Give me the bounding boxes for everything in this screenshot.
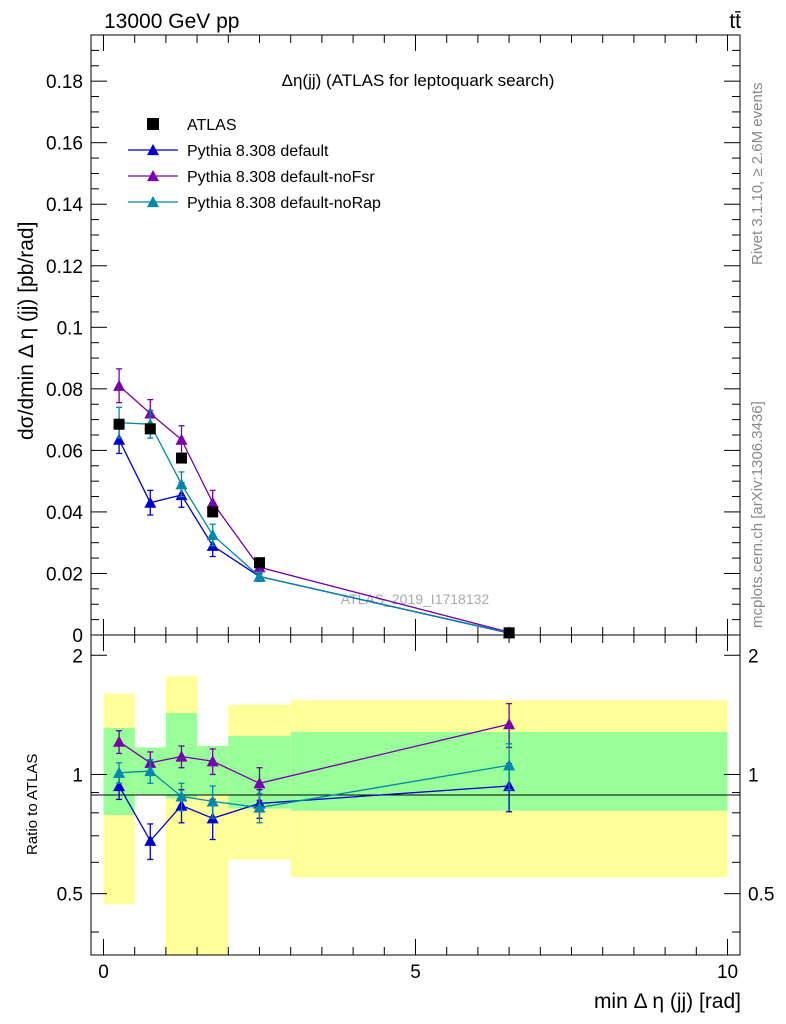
ratio-tick-label-right: 2 [748,646,759,667]
series-marker [175,433,188,445]
legend-marker [147,170,159,182]
y-tick-label: 0.1 [57,318,83,339]
ratio-series-line [119,764,510,809]
main-series [113,368,516,639]
ratio-marker [144,834,157,846]
ratio-panel: 0.5 0.5 1 1 2 2 0 5 10 Ratio to ATLAS min Δ η (… [24,35,774,1013]
legend-label: Pythia 8.308 default [187,143,329,160]
ratio-tick-label-right: 0.5 [748,885,774,906]
data-marker [253,557,265,569]
y-tick-label: 0.14 [46,195,83,216]
data-marker [144,423,156,435]
series-marker [253,570,266,582]
ratio-marker [175,750,188,762]
ratio-marker [503,759,516,771]
ratio-tick-label-left: 0.5 [57,885,83,906]
chart-title: Δη(jj) (ATLAS for leptoquark search) [282,71,555,90]
x-axis-label: min Δ η (jj) [rad] [594,990,741,1013]
data-marker [207,506,219,518]
x-tick-label: 5 [410,962,421,983]
ratio-frame [90,634,741,956]
legend: ATLAS Pythia 8.308 default Pythia 8.308 de… [128,117,381,212]
ratio-marker [206,795,219,807]
ratio-marker [253,801,266,813]
ratio-marker [206,755,219,767]
ratio-axis-label: Ratio to ATLAS [24,754,41,855]
ratio-marker [113,780,126,792]
series-marker [175,478,188,490]
y-tick-label: 0.12 [46,257,83,278]
y-tick-label: 0.08 [46,380,83,401]
main-panel: Δη(jj) (ATLAS for leptoquark search) ATL… [15,34,741,647]
ratio-marker [253,777,266,789]
y-tick-label: 0.06 [46,441,83,462]
legend-label: Pythia 8.308 default-noRap [187,195,381,212]
ratio-tick-label-left: 1 [72,765,83,786]
ratio-marker [113,766,126,778]
ratio-marker [503,718,516,730]
mcplots-label: mcplots.cern.ch [arXiv:1306.3436] [749,401,766,628]
series-marker [206,529,219,541]
y-tick-label: 0.16 [46,134,83,155]
series-marker [144,496,157,508]
ratio-marker [144,765,157,777]
x-tick-label: 0 [98,962,109,983]
ratio-y-ticks: 0.5 0.5 1 1 2 2 [57,646,774,933]
y-axis-label: dσ/dmin Δ η (jj) [pb/rad] [15,222,38,440]
data-marker [175,452,187,464]
y-tick-label: 0.02 [46,564,83,585]
series-marker [113,433,126,445]
legend-marker [147,196,159,208]
legend-data-marker [147,118,159,130]
ratio-marker [175,790,188,802]
ratio-uncertainty-bands [103,676,728,955]
data-marker [113,418,125,430]
ratio-tick-label-left: 2 [72,646,83,667]
ratio-series [113,702,516,861]
ratio-tick-label-right: 1 [748,765,759,786]
y-tick-label: 0.18 [46,72,83,93]
legend-marker [147,144,159,156]
x-axis-ticks: 0 5 10 [98,35,738,983]
series-line [118,385,510,633]
legend-label: Pythia 8.308 default-noFsr [187,169,375,186]
series-marker [113,379,126,391]
y-tick-label: 0 [72,626,83,647]
ratio-marker [113,735,126,747]
energy-label: 13000 GeV pp [104,10,239,33]
y-tick-label: 0.04 [46,503,83,524]
x-tick-label: 10 [717,962,738,983]
series-marker [206,496,219,508]
process-label: tt̄ [729,10,741,33]
analysis-watermark: ATLAS_2019_I1718132 [341,591,490,607]
rivet-label: Rivet 3.1.10, ≥ 2.6M events [749,83,766,266]
legend-data-label: ATLAS [187,117,237,134]
main-y-ticks: 0 0.02 0.04 0.06 0.08 0.1 0.12 0.14 0.16 0.18 [46,49,740,647]
ratio-series-line [118,723,510,784]
